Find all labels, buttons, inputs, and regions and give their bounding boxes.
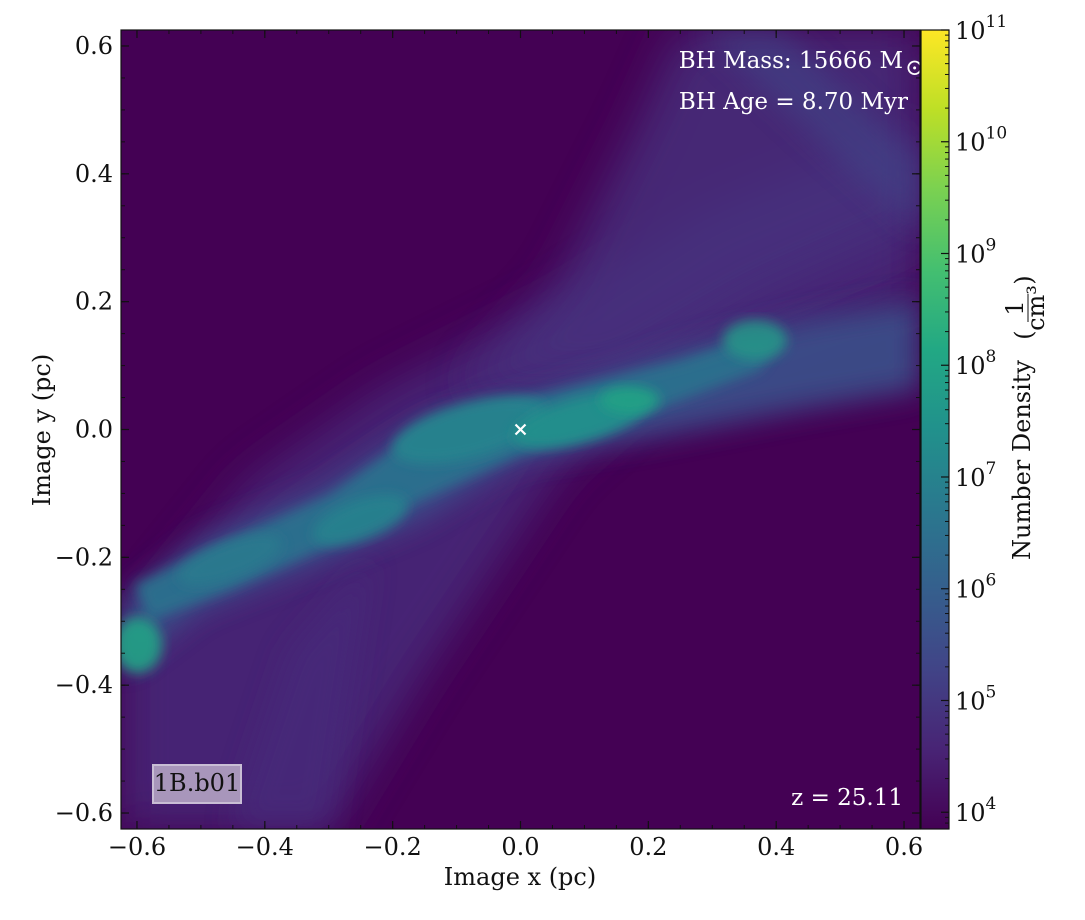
colorbar-label-text: Number Density xyxy=(1008,360,1036,560)
colorbar-unit-denominator: cm³ xyxy=(1022,285,1050,331)
colorbar-tick-exponent: 4 xyxy=(986,794,997,814)
diffuse-gas-lower-stream xyxy=(230,560,370,829)
colorbar-tick-label: 106 xyxy=(955,571,996,604)
colorbar-tick-label: 109 xyxy=(955,235,996,268)
x-axis-label: Image x (pc) xyxy=(444,863,596,891)
colorbar-tick-exponent: 11 xyxy=(986,12,1008,32)
y-axis: −0.6 −0.4 −0.2 0.0 0.2 0.4 0.6 xyxy=(55,32,920,827)
x-axis: −0.6 −0.4 −0.2 0.0 0.2 0.4 0.6 xyxy=(108,30,923,861)
y-axis-label: Image y (pc) xyxy=(28,354,56,506)
dense-clump-center-left xyxy=(392,395,548,465)
density-field xyxy=(121,30,920,829)
y-tick-label: −0.4 xyxy=(55,671,113,699)
run-label-text: 1B.b01 xyxy=(154,769,240,797)
x-tick-label: 0.2 xyxy=(629,833,667,861)
y-tick-label: 0.6 xyxy=(75,32,113,60)
x-tick-label: −0.6 xyxy=(108,833,166,861)
bh-position-marker xyxy=(514,423,527,436)
y-tick-label: 0.2 xyxy=(75,288,113,316)
run-label-box xyxy=(152,764,242,804)
colorbar-frame xyxy=(920,29,950,830)
colorbar-tick-label: 105 xyxy=(955,682,996,715)
colorbar-tick-exponent: 6 xyxy=(986,571,997,591)
dense-clump-upper-right xyxy=(723,320,787,360)
colorbar-tick-label: 104 xyxy=(955,794,996,827)
colorbar-unit-numerator: 1 xyxy=(1001,300,1029,315)
colorbar-unit-open-paren: ( xyxy=(1010,330,1038,339)
bh-marker-stroke-2 xyxy=(514,423,527,436)
dense-clump-edge xyxy=(121,617,162,673)
colorbar-tick-label: 108 xyxy=(955,347,996,380)
dense-clump-left xyxy=(177,534,283,586)
diffuse-gas-upper-stream xyxy=(700,30,920,230)
colorbar-gradient xyxy=(921,30,949,829)
y-tick-label: 0.0 xyxy=(75,416,113,444)
run-label-tag: 1B.b01 xyxy=(152,764,242,804)
y-tick-label: 0.4 xyxy=(75,160,113,188)
colorbar-tick-label: 107 xyxy=(955,459,996,492)
colorbar-tick-exponent: 8 xyxy=(986,347,997,367)
colorbar-tick-label: 1010 xyxy=(955,124,1007,157)
colorbar-tick-label: 1011 xyxy=(955,12,1007,45)
bh-age-annotation: BH Age = 8.70 Myr xyxy=(679,89,908,115)
colorbar-tick-exponent: 5 xyxy=(986,682,997,702)
dense-clump-lower xyxy=(312,494,408,546)
bh-mass-annotation: BH Mass: 15666 M xyxy=(679,48,903,74)
x-tick-label: 0.6 xyxy=(885,833,923,861)
colorbar-tick-exponent: 9 xyxy=(986,235,997,255)
x-tick-label: 0.0 xyxy=(501,833,539,861)
colorbar-tick-exponent: 10 xyxy=(986,124,1008,144)
redshift-annotation: z = 25.11 xyxy=(791,785,903,811)
y-tick-label: −0.2 xyxy=(55,543,113,571)
colorbar-tick-exponent: 7 xyxy=(986,459,997,479)
colorbar-unit-close-paren: ) xyxy=(1010,275,1038,284)
x-tick-label: 0.4 xyxy=(757,833,795,861)
plot-area: BH Mass: 15666 M ⊙ BH Age = 8.70 Myr z =… xyxy=(120,29,924,830)
colorbar-label: Number Density ( 1 cm³ ) xyxy=(1001,275,1050,560)
x-tick-label: −0.4 xyxy=(236,833,294,861)
filament-outer xyxy=(121,300,920,670)
x-tick-label: −0.2 xyxy=(364,833,422,861)
dense-clump-peak xyxy=(600,386,660,414)
y-tick-label: −0.6 xyxy=(55,799,113,827)
